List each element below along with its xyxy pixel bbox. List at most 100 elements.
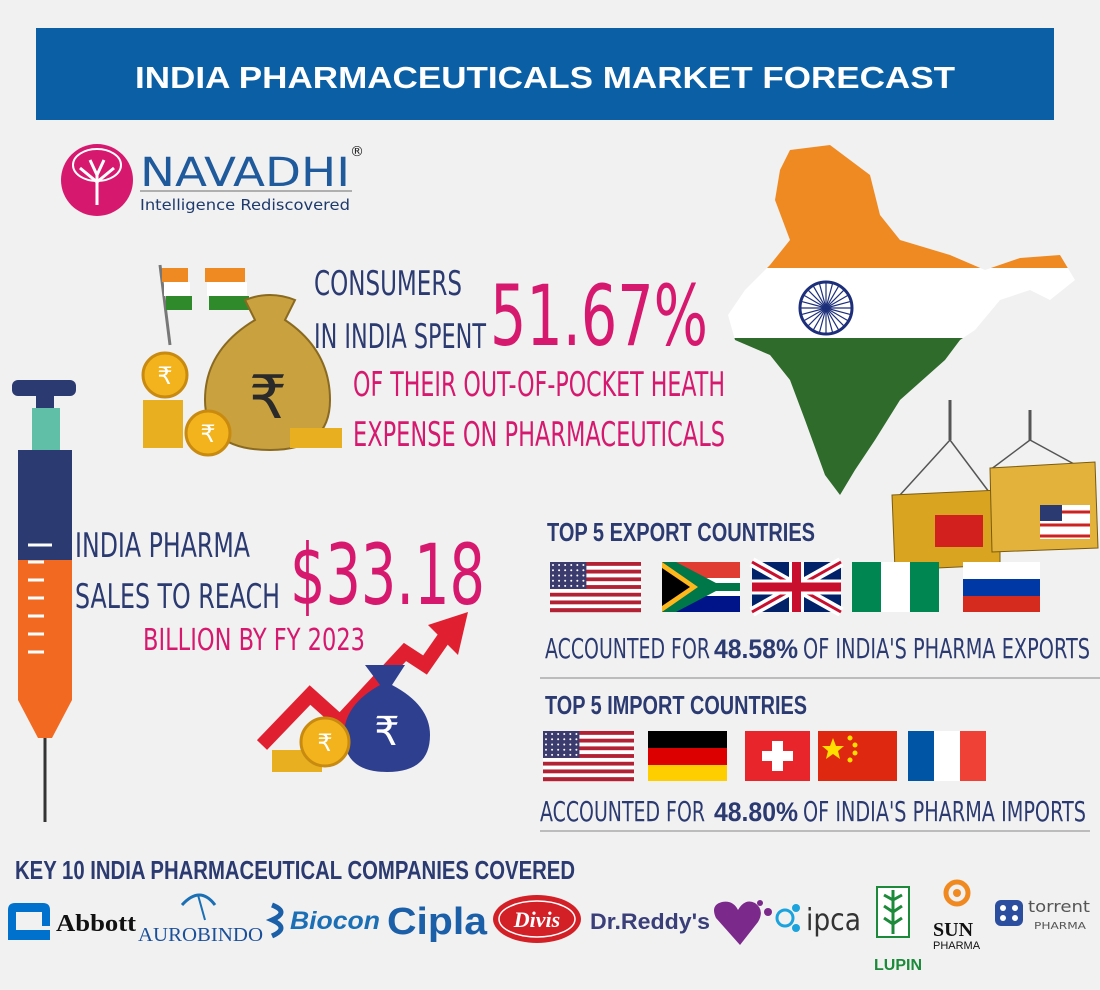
flag-star [575, 753, 578, 756]
flag-china-part [847, 757, 853, 763]
sales-line: INDIA PHARMA [75, 526, 250, 566]
flag-star [570, 579, 573, 582]
flag-star [552, 579, 554, 582]
flag-star [558, 584, 561, 587]
flag-star [564, 584, 567, 587]
imports-lead: ACCOUNTED FOR [540, 795, 705, 828]
cargo-containers-part [899, 439, 951, 496]
flag-star [551, 748, 554, 751]
logo-mark: ® [350, 144, 364, 160]
spending-line: CONSUMERS [314, 264, 462, 304]
logo-tagline: Intelligence Rediscovered [140, 196, 350, 214]
company-logo-icons-part [757, 900, 763, 906]
flag-star [576, 564, 579, 566]
flag-star [545, 733, 547, 735]
company-logo: PHARMA [1034, 921, 1086, 932]
company-logo-icons-part [764, 908, 772, 916]
company-logo-icons-part [1000, 915, 1006, 921]
company-logo: Abbott [56, 911, 136, 937]
flag-star [564, 579, 567, 582]
cargo-containers-part [1040, 505, 1062, 521]
company-logo: Biocon [290, 907, 380, 935]
flag-stripe [550, 573, 641, 578]
flag-russia-part [963, 562, 1040, 579]
flag-star [552, 584, 554, 587]
company-logo-icons-part [714, 901, 761, 945]
chakra-spoke [825, 300, 851, 309]
flag-germany-part [648, 765, 727, 781]
import-flags [543, 731, 986, 782]
company-logo-icons-part [498, 900, 576, 938]
flag-stripe [550, 600, 641, 605]
company-logo: PHARMA [933, 940, 981, 952]
flag-star [564, 574, 567, 577]
flag-star [558, 564, 561, 566]
logo-name: NAVADHI [140, 150, 350, 196]
flag-star [582, 574, 585, 577]
growth-icon-part [428, 612, 468, 655]
flag-stripe [550, 588, 641, 593]
exports-share: 48.58% [714, 634, 798, 664]
flag-star [569, 748, 572, 751]
imports-title: TOP 5 IMPORT COUNTRIES [545, 690, 807, 720]
money-bag-icon-part [158, 264, 172, 346]
flag-stripe [550, 562, 641, 567]
syringe-icon-part [32, 408, 60, 450]
flag-star [557, 753, 560, 756]
flag-stripe [550, 581, 641, 586]
flag-star [557, 733, 560, 735]
flag-star [569, 733, 572, 735]
exports-tail: OF INDIA'S PHARMA EXPORTS [803, 632, 1090, 665]
flag-star [569, 753, 572, 756]
growth-icon [256, 612, 468, 772]
logo [61, 144, 352, 216]
chakra-spoke [807, 307, 827, 327]
india-map-part [801, 283, 851, 333]
flag-star [552, 574, 554, 577]
syringe-icon [12, 380, 76, 822]
company-logo-icons-part [180, 893, 217, 907]
flag-star [576, 574, 579, 577]
flag-usa [543, 731, 634, 782]
flag-star [551, 733, 554, 735]
cargo-containers-part [935, 515, 983, 547]
flag-germany-part [648, 748, 727, 765]
flag-stripe [543, 765, 634, 770]
flag-star [563, 753, 566, 756]
flag-star [558, 579, 561, 582]
flag-star [545, 743, 547, 746]
logo-part [79, 159, 115, 205]
flag-star [558, 574, 561, 577]
chakra-spoke [818, 283, 827, 309]
money-bag-icon-part [207, 282, 247, 296]
header-bar [36, 28, 1054, 120]
company-logo-icons-part [995, 900, 1023, 926]
spending-line: IN INDIA SPENT [314, 317, 486, 357]
company-logo-icons-part [792, 904, 800, 912]
growth-icon-part [299, 716, 351, 768]
flag-france-part [934, 731, 960, 781]
flag-nigeria [852, 562, 939, 612]
chakra-spoke [804, 307, 827, 322]
company-logo-icons-part [493, 895, 581, 943]
flag-star [569, 743, 572, 746]
page-title: INDIA PHARMACEUTICALS MARKET FORECAST [135, 60, 955, 95]
flag-star [582, 579, 585, 582]
flag-star [575, 748, 578, 751]
flag-star [563, 743, 566, 746]
company-logo: ipca [806, 903, 861, 938]
sales-amount: $33.18 [290, 526, 485, 624]
flag-uk [749, 557, 844, 617]
chakra-spoke [812, 286, 827, 309]
flag-stripe [543, 761, 634, 766]
chakra-spoke [825, 294, 848, 309]
flag-star [570, 574, 573, 577]
flag-germany-part [648, 731, 727, 748]
logo-part [72, 148, 122, 182]
chakra-spoke [818, 307, 827, 333]
flag-south-africa-part [662, 562, 740, 612]
flag-russia-part [963, 596, 1040, 612]
exports-title: TOP 5 EXPORT COUNTRIES [547, 517, 815, 547]
flag-star [563, 738, 566, 741]
